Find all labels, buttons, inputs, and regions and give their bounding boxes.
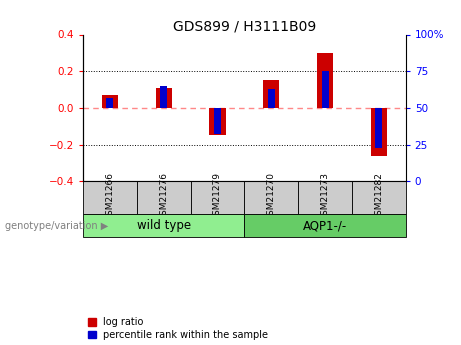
FancyBboxPatch shape [244, 181, 298, 214]
Bar [209, 108, 225, 135]
Bar [317, 53, 333, 108]
Bar [102, 95, 118, 108]
Bar [155, 88, 171, 108]
Text: GSM21266: GSM21266 [106, 172, 114, 221]
Title: GDS899 / H3111B09: GDS899 / H3111B09 [173, 19, 316, 33]
Text: genotype/variation ▶: genotype/variation ▶ [5, 221, 108, 230]
FancyBboxPatch shape [298, 181, 352, 214]
FancyBboxPatch shape [190, 181, 244, 214]
Text: GSM21282: GSM21282 [374, 172, 383, 221]
Bar [321, 71, 329, 108]
FancyBboxPatch shape [83, 181, 137, 214]
Text: GSM21270: GSM21270 [267, 172, 276, 221]
Text: GSM21273: GSM21273 [320, 172, 330, 221]
Bar [375, 108, 382, 148]
Bar [263, 80, 279, 108]
Bar [214, 108, 221, 134]
Bar [268, 89, 275, 108]
Bar [106, 98, 113, 108]
Text: GSM21279: GSM21279 [213, 172, 222, 221]
Text: wild type: wild type [136, 219, 191, 232]
Bar [160, 86, 167, 108]
FancyBboxPatch shape [137, 181, 190, 214]
Legend: log ratio, percentile rank within the sample: log ratio, percentile rank within the sa… [88, 317, 268, 340]
FancyBboxPatch shape [352, 181, 406, 214]
Text: AQP1-/-: AQP1-/- [303, 219, 347, 232]
Bar [371, 108, 387, 156]
Text: GSM21276: GSM21276 [159, 172, 168, 221]
